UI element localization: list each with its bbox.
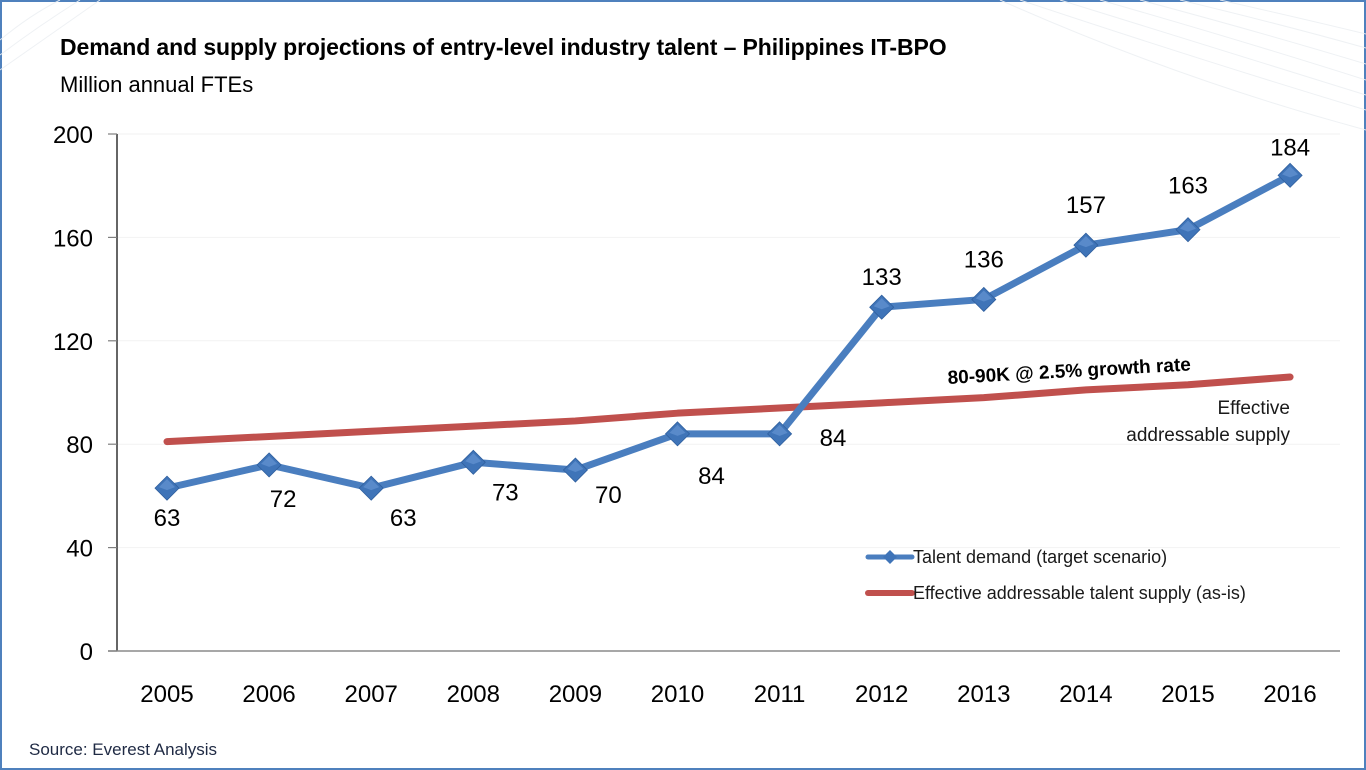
data-labels: 63 72 63 73 70 84 84 133 136 157 163 184	[154, 134, 1310, 532]
chart-subtitle: Million annual FTEs	[60, 72, 254, 97]
x-tick-label: 2008	[447, 681, 500, 708]
legend: Talent demand (target scenario) Effectiv…	[865, 547, 1246, 603]
supply-line	[163, 373, 1294, 446]
y-axis-ticks: 0 40 80 120 160 200	[53, 122, 117, 666]
demand-marker-highlight	[363, 479, 380, 491]
demand-marker-highlight	[465, 453, 482, 465]
x-tick-label: 2009	[549, 681, 602, 708]
y-tick-label: 80	[66, 432, 93, 459]
x-tick-label: 2010	[651, 681, 704, 708]
data-label: 73	[492, 479, 519, 506]
demand-marker-highlight	[771, 424, 788, 436]
data-label: 133	[862, 264, 902, 291]
data-label: 136	[964, 246, 1004, 273]
demand-series	[154, 162, 1303, 501]
demand-marker-highlight	[1282, 166, 1299, 178]
x-tick-label: 2013	[957, 681, 1010, 708]
data-label: 184	[1270, 134, 1310, 161]
y-tick-label: 120	[53, 329, 93, 356]
legend-label-demand: Talent demand (target scenario)	[913, 547, 1167, 567]
data-label: 84	[820, 425, 847, 452]
x-tick-label: 2014	[1059, 681, 1112, 708]
data-label: 157	[1066, 192, 1106, 219]
axes	[108, 134, 1340, 652]
y-tick-label: 200	[53, 122, 93, 149]
data-label: 63	[390, 505, 417, 532]
legend-item-supply: Effective addressable talent supply (as-…	[865, 583, 1246, 603]
demand-marker-highlight	[261, 455, 278, 467]
demand-marker-highlight	[567, 461, 584, 473]
y-tick-label: 160	[53, 225, 93, 252]
y-tick-label: 40	[66, 536, 93, 563]
demand-marker-highlight	[159, 479, 175, 491]
legend-diamond-marker-icon	[883, 550, 897, 564]
x-tick-label: 2012	[855, 681, 908, 708]
demand-marker-highlight	[975, 290, 992, 302]
data-label: 72	[270, 486, 297, 513]
legend-label-supply: Effective addressable talent supply (as-…	[913, 583, 1246, 603]
y-tick-label: 0	[80, 639, 93, 666]
annotations: 80-90K @ 2.5% growth rate Effective addr…	[947, 354, 1290, 446]
gridlines	[117, 133, 1340, 549]
supply-annotation-line2: addressable supply	[1126, 425, 1290, 446]
data-label: 63	[154, 505, 181, 532]
demand-line	[166, 172, 1292, 492]
data-label: 84	[698, 463, 725, 490]
chart-title: Demand and supply projections of entry-l…	[60, 34, 947, 60]
x-tick-label: 2006	[242, 681, 295, 708]
data-label: 70	[595, 482, 622, 509]
legend-item-demand: Talent demand (target scenario)	[865, 547, 1167, 567]
x-tick-label: 2005	[140, 681, 193, 708]
x-tick-label: 2011	[754, 681, 806, 708]
data-label: 163	[1168, 173, 1208, 200]
demand-marker-highlight	[873, 298, 890, 310]
x-axis-ticks: 2005 2006 2007 2008 2009 2010 2011 2012 2013 2014…	[140, 681, 1316, 708]
demand-marker-highlight	[1180, 220, 1196, 232]
demand-marker-highlight	[1077, 236, 1094, 248]
supply-annotation-line1: Effective	[1217, 398, 1290, 419]
x-tick-label: 2007	[345, 681, 398, 708]
x-tick-label: 2015	[1161, 681, 1214, 708]
source-note: Source: Everest Analysis	[29, 740, 218, 759]
x-tick-label: 2016	[1263, 681, 1316, 708]
supply-series	[163, 373, 1294, 446]
demand-marker-highlight	[669, 424, 686, 436]
